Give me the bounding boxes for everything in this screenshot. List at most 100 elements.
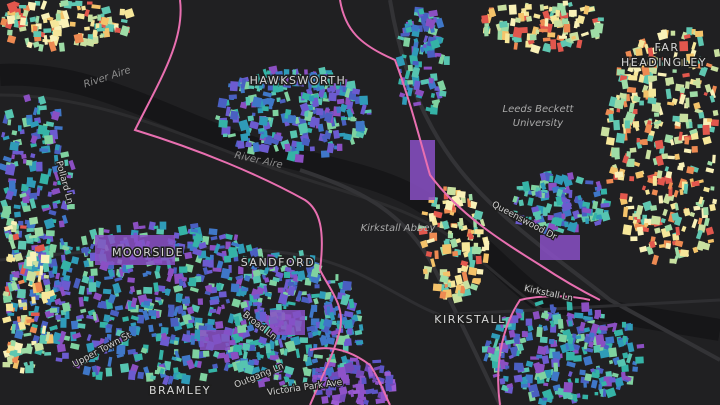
building <box>683 148 692 154</box>
building <box>43 274 49 279</box>
building <box>635 356 644 364</box>
building <box>308 264 315 269</box>
building <box>132 221 140 230</box>
building <box>45 121 55 127</box>
building <box>703 217 710 227</box>
building <box>443 186 447 191</box>
building <box>295 290 303 301</box>
building <box>84 9 90 17</box>
building <box>594 309 602 318</box>
building <box>430 258 436 268</box>
building <box>283 348 288 356</box>
building <box>702 124 710 135</box>
building <box>558 334 568 343</box>
building <box>173 340 179 346</box>
building <box>37 275 42 283</box>
building <box>343 310 354 318</box>
building <box>599 349 610 359</box>
building <box>272 109 279 117</box>
building <box>256 286 265 295</box>
building <box>302 377 308 384</box>
building <box>669 258 677 264</box>
building <box>576 39 583 49</box>
building <box>11 154 15 160</box>
building <box>59 237 65 246</box>
building <box>553 362 559 372</box>
building <box>434 52 442 57</box>
building <box>694 30 704 38</box>
building <box>678 131 683 141</box>
building <box>61 245 70 252</box>
building <box>603 376 612 387</box>
building <box>540 312 550 320</box>
building <box>314 284 320 289</box>
building <box>148 305 154 310</box>
building <box>291 69 297 78</box>
building <box>556 188 564 198</box>
building <box>162 374 170 386</box>
building <box>306 325 316 332</box>
building <box>40 320 49 329</box>
building <box>317 87 326 98</box>
building <box>8 180 16 191</box>
building <box>73 33 84 44</box>
building <box>674 153 680 161</box>
building <box>517 343 525 352</box>
building <box>250 265 258 271</box>
building <box>218 119 228 128</box>
building <box>109 309 120 317</box>
building <box>355 360 360 366</box>
building <box>214 320 224 330</box>
building <box>42 263 50 273</box>
building <box>12 276 18 281</box>
building <box>694 56 703 65</box>
building <box>136 289 142 295</box>
building <box>328 361 336 368</box>
building <box>471 246 481 255</box>
building <box>525 374 533 384</box>
building <box>470 229 475 235</box>
building <box>29 16 37 23</box>
building <box>342 85 346 93</box>
building <box>41 325 47 335</box>
building <box>288 379 295 389</box>
building <box>274 339 279 346</box>
building <box>25 179 37 189</box>
building <box>83 260 90 268</box>
building <box>425 106 434 113</box>
building <box>686 53 695 61</box>
building <box>516 350 521 357</box>
building <box>639 139 647 145</box>
building <box>542 325 548 332</box>
building <box>122 316 130 322</box>
building <box>531 206 540 213</box>
building <box>403 37 411 47</box>
building <box>47 191 53 197</box>
building <box>686 166 695 175</box>
building <box>209 254 214 260</box>
building <box>420 78 430 85</box>
building <box>2 155 12 163</box>
building <box>641 65 650 76</box>
building <box>181 298 191 305</box>
building <box>599 325 608 331</box>
building <box>520 383 529 388</box>
building <box>52 331 62 341</box>
building <box>91 352 100 361</box>
building <box>534 300 544 307</box>
building <box>72 358 82 369</box>
building <box>30 135 38 144</box>
building <box>105 367 113 377</box>
building <box>119 363 130 373</box>
building <box>641 185 647 191</box>
building <box>632 95 641 103</box>
building <box>190 228 199 233</box>
building <box>80 235 88 246</box>
building <box>583 382 587 388</box>
building <box>443 193 449 200</box>
building <box>564 221 570 228</box>
building <box>506 383 514 389</box>
building <box>92 29 99 38</box>
building <box>631 58 638 65</box>
building <box>148 324 154 333</box>
